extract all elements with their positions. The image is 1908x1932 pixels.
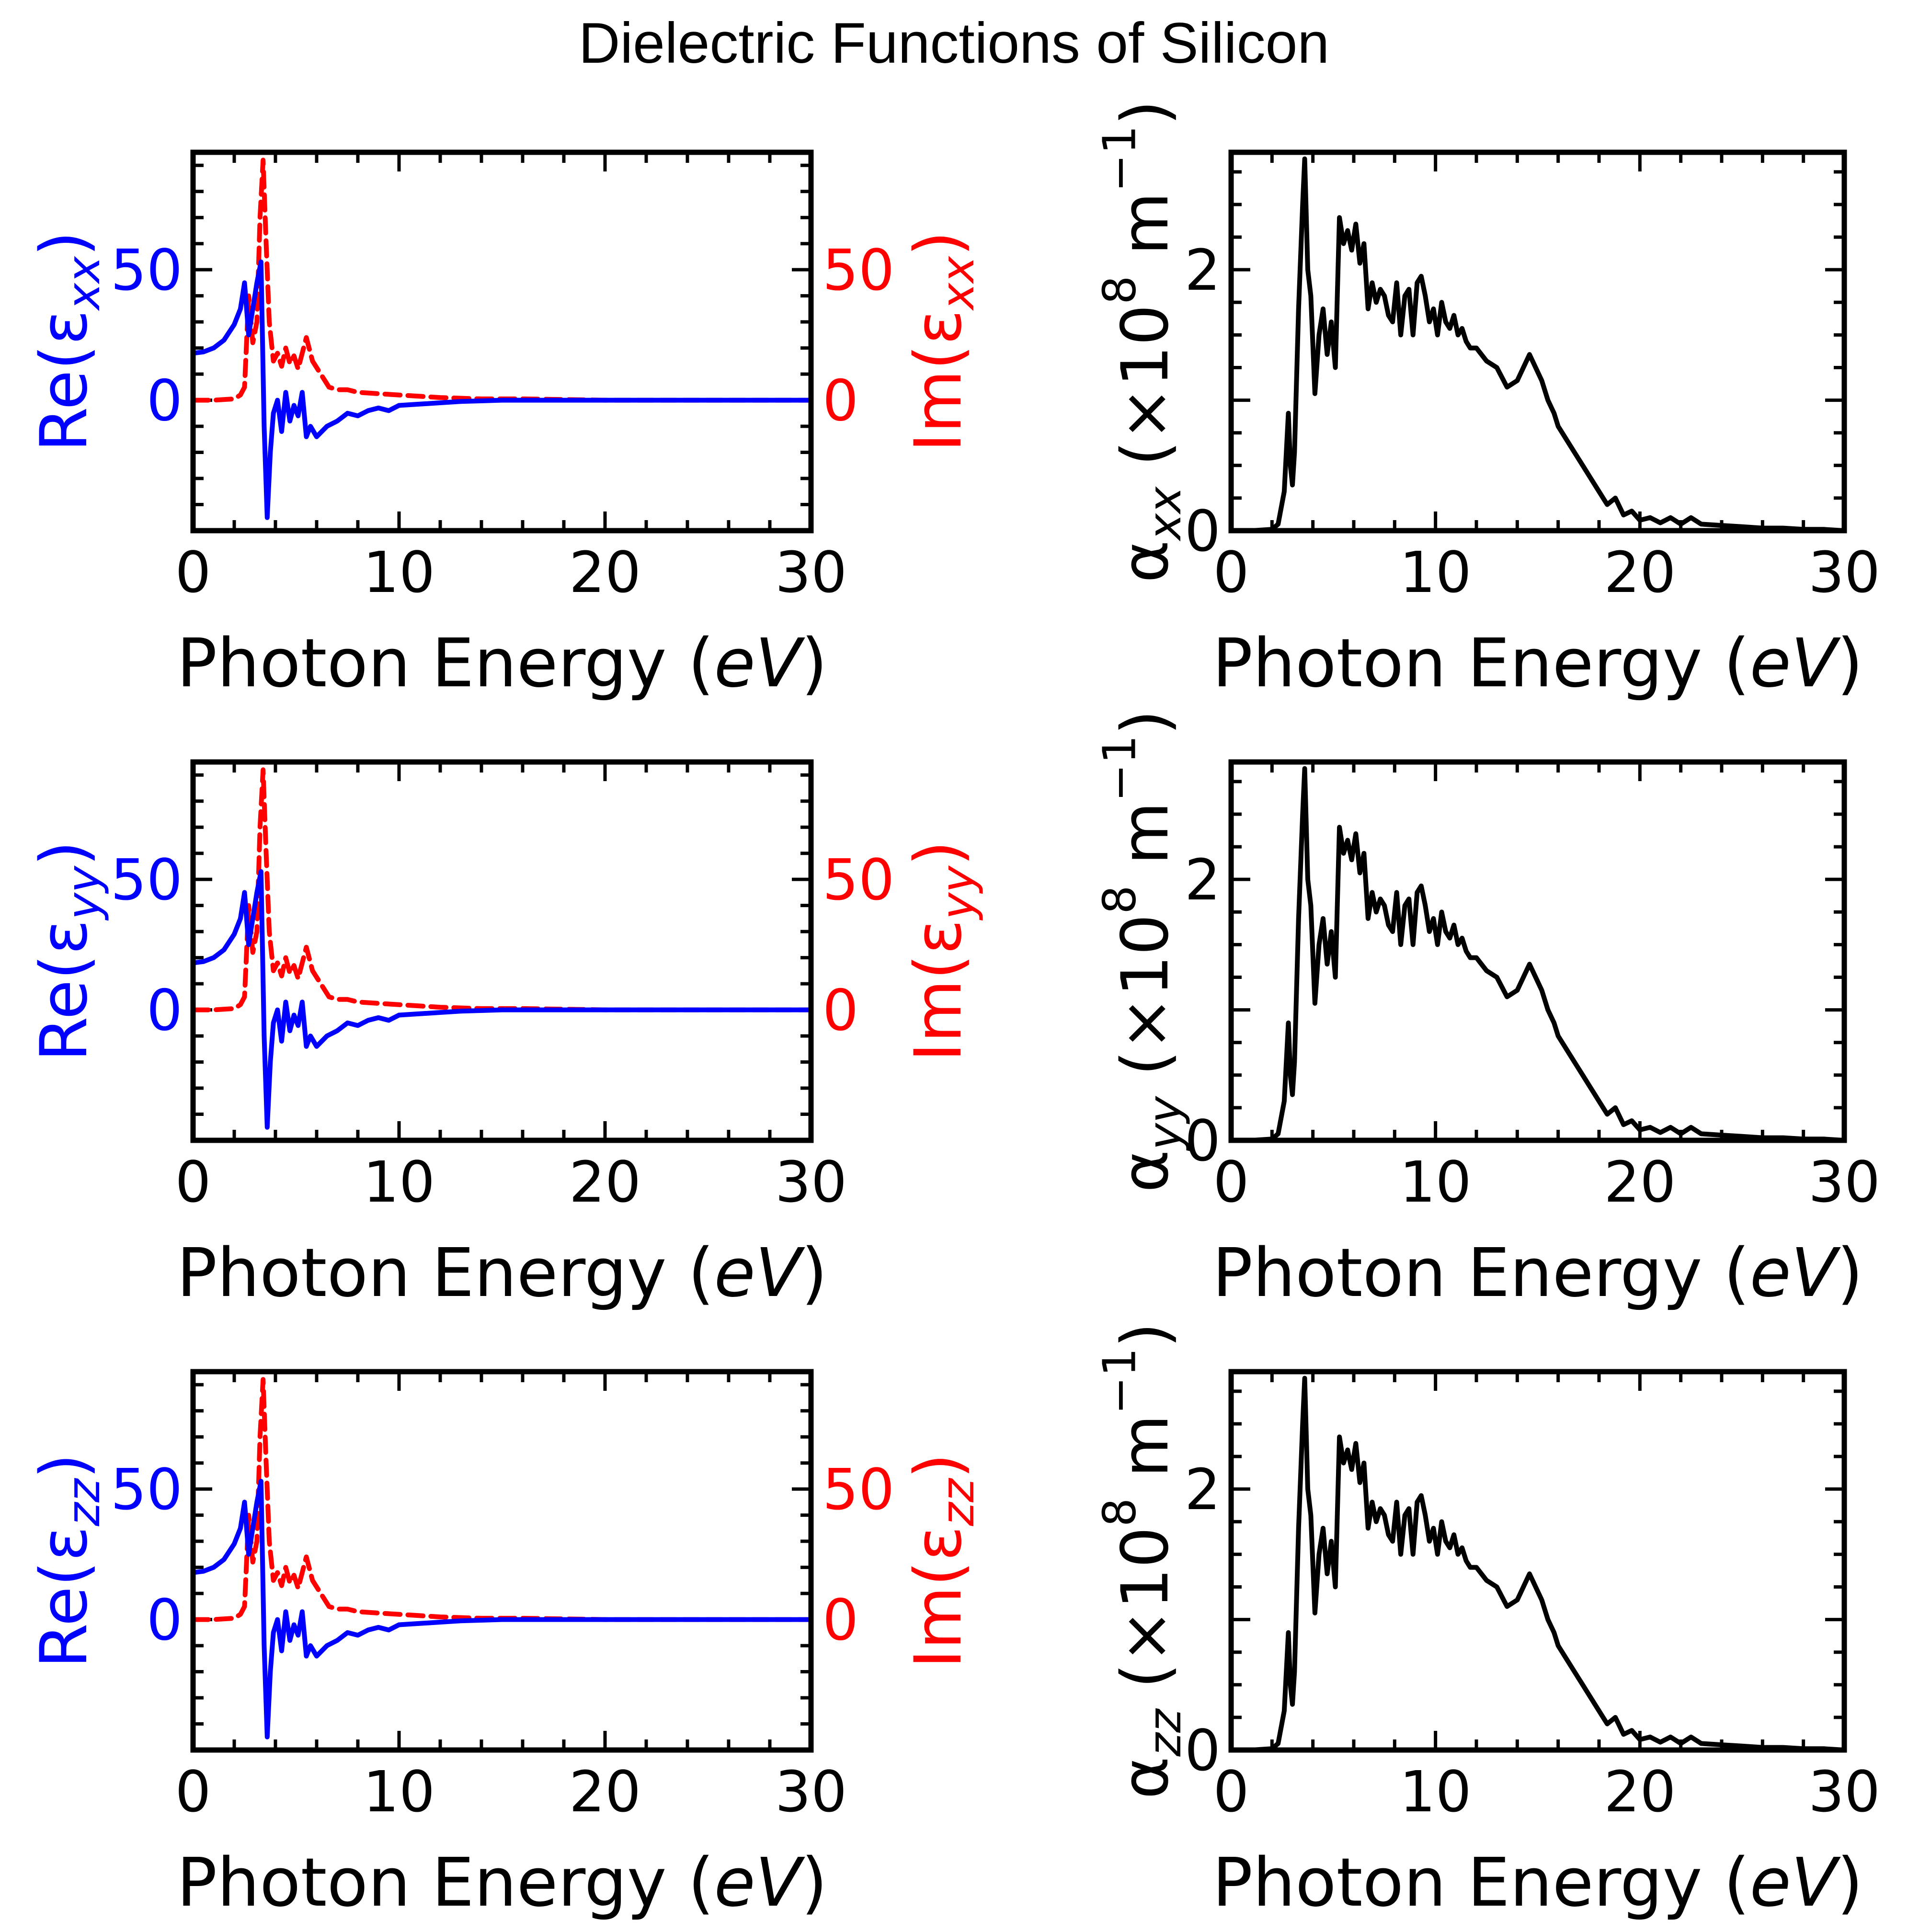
y-tick-label: 2 [1185,847,1221,913]
x-tick-label: 10 [1400,1149,1472,1215]
x-tick-label: 20 [1604,1759,1676,1825]
x-tick-label: 20 [1604,1149,1676,1215]
series-line-rexx [193,259,811,520]
plot-frame [190,759,814,1143]
x-tick-label: 30 [1808,539,1880,605]
figure-title: Dielectric Functions of Silicon [578,11,1330,75]
x-tick-label: 0 [1213,539,1249,605]
y-left-tick-label: 0 [147,368,183,434]
series-line-yy [1231,766,1844,1140]
x-tick-label: 30 [775,1149,847,1215]
x-tick-label: 10 [363,539,435,605]
y-right-tick-label: 50 [823,847,894,913]
panel-1: 0 10 20 30 0 50 0 50 Photon Energy (eV) Re(εxx) Im… [26,149,984,703]
plot-frame [1228,149,1847,534]
y-tick-label: 2 [1185,1456,1221,1523]
series-group [1231,156,1844,531]
panel-2: 0 10 20 30 0 2 Photon Energy (eV) αxx (×108 m−1… [1093,100,1880,703]
y-left-tick-label: 50 [111,1456,183,1523]
y-right-tick-label: 0 [823,977,858,1044]
y-axis-label: αyy (×108 m−1) [1093,710,1191,1193]
x-tick-label: 30 [1808,1759,1880,1825]
plot-frame [1228,1369,1847,1753]
x-tick-label: 20 [1604,539,1676,605]
series-group [193,158,811,520]
y-right-axis-label: Im(εxx) [901,231,984,452]
y-right-tick-label: 0 [823,368,858,434]
y-tick-label: 2 [1185,237,1221,303]
plot-frame [190,149,814,534]
x-tick-label: 0 [175,1149,211,1215]
y-tick-label: 0 [1185,1108,1221,1174]
series-group [193,767,811,1130]
series-line-imyy [193,767,811,1012]
x-tick-label: 10 [1400,539,1472,605]
y-left-tick-label: 0 [147,1587,183,1653]
plot-frame [190,1369,814,1753]
x-tick-label: 10 [1400,1759,1472,1825]
x-tick-label: 30 [1808,1149,1880,1215]
series-group [1231,766,1844,1140]
x-tick-label: 30 [775,539,847,605]
y-axis-label: αxx (×108 m−1) [1093,100,1191,583]
y-left-axis-label: Re(εzz) [26,1454,110,1668]
x-axis-label: Photon Energy (eV) [1212,1844,1863,1922]
y-left-axis-label: Re(εxx) [26,231,110,452]
series-line-xx [1231,156,1844,531]
series-line-imxx [193,158,811,403]
y-right-tick-label: 50 [823,237,894,303]
y-axis-label: αzz (×108 m−1) [1093,1322,1191,1799]
y-left-tick-label: 50 [111,237,183,303]
y-right-tick-label: 0 [823,1587,858,1653]
x-tick-label: 10 [363,1759,435,1825]
y-tick-label: 0 [1185,498,1221,564]
x-tick-label: 20 [569,1759,641,1825]
x-axis-label: Photon Energy (eV) [1212,625,1863,703]
series-line-imzz [193,1377,811,1622]
x-tick-label: 0 [175,1759,211,1825]
x-axis-label: Photon Energy (eV) [1212,1234,1863,1312]
y-left-tick-label: 50 [111,847,183,913]
x-tick-label: 30 [775,1759,847,1825]
plot-frame [1228,759,1847,1143]
x-tick-label: 20 [569,539,641,605]
x-tick-label: 0 [1213,1149,1249,1215]
y-right-axis-label: Im(εzz) [901,1454,984,1669]
series-group [1231,1375,1844,1750]
x-tick-label: 0 [175,539,211,605]
y-left-axis-label: Re(εyy) [26,841,110,1062]
x-axis-label: Photon Energy (eV) [177,625,827,703]
series-line-rezz [193,1478,811,1739]
y-right-axis-label: Im(εyy) [901,841,984,1062]
y-right-tick-label: 50 [823,1456,894,1523]
series-group [193,1377,811,1739]
y-left-tick-label: 0 [147,977,183,1044]
x-tick-label: 20 [569,1149,641,1215]
y-tick-label: 0 [1185,1717,1221,1784]
x-axis-label: Photon Energy (eV) [177,1234,827,1312]
x-tick-label: 0 [1213,1759,1249,1825]
x-axis-label: Photon Energy (eV) [177,1844,827,1922]
series-line-reyy [193,869,811,1130]
panel-4: 0 10 20 30 0 2 Photon Energy (eV) αyy (×108 m−1… [1093,710,1880,1312]
x-tick-label: 10 [363,1149,435,1215]
panel-5: 0 10 20 30 0 50 0 50 Photon Energy (eV) Re(εzz) Im… [26,1369,984,1922]
panel-6: 0 10 20 30 0 2 Photon Energy (eV) αzz (×108 m−1… [1093,1322,1880,1922]
panel-3: 0 10 20 30 0 50 0 50 Photon Energy (eV) Re(εyy) Im… [26,759,984,1312]
series-line-zz [1231,1375,1844,1750]
